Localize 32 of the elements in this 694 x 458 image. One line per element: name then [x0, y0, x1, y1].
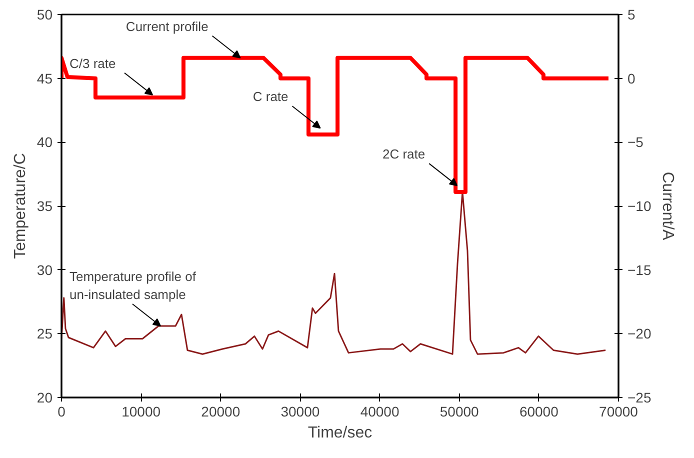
- x-tick-label: 0: [58, 404, 66, 420]
- y-tick-label: 45: [36, 70, 53, 86]
- x-tick-label: 60000: [519, 404, 559, 420]
- annotation: 2C rate: [382, 146, 426, 162]
- x-tick-label: 10000: [122, 404, 161, 420]
- x-axis-title: Time/sec: [308, 424, 372, 442]
- y-tick-label: 20: [36, 390, 53, 406]
- x-tick-label: 20000: [201, 404, 240, 420]
- annotation: Temperature profile of un-insulated sample: [70, 269, 196, 302]
- x-tick-label: 70000: [599, 404, 638, 420]
- y-tick-label: 35: [36, 198, 53, 214]
- y2-axis-title: Current/A: [659, 172, 676, 241]
- annotation: C/3 rate: [70, 56, 116, 71]
- y2-tick-label: 0: [628, 70, 636, 86]
- y2-tick-label: −20: [628, 326, 652, 342]
- x-tick-label: 50000: [440, 404, 480, 420]
- y2-tick-label: −10: [628, 198, 652, 214]
- y-axis-title: Temperature/C: [12, 153, 29, 259]
- y-tick-label: 30: [36, 262, 53, 278]
- annotation: Current profile: [126, 18, 208, 34]
- y-tick-label: 25: [36, 326, 53, 342]
- line-series: [62, 191, 606, 355]
- y2-tick-label: −5: [628, 134, 644, 150]
- x-tick-label: 30000: [280, 404, 320, 420]
- y2-tick-label: −15: [628, 262, 652, 278]
- x-tick-label: 40000: [360, 404, 400, 420]
- y-tick-label: 50: [36, 6, 53, 22]
- line-series: [62, 56, 610, 194]
- y-tick-label: 40: [36, 134, 53, 150]
- y2-tick-label: −25: [628, 390, 652, 406]
- y2-tick-label: 5: [628, 6, 636, 22]
- annotation: C rate: [252, 89, 288, 104]
